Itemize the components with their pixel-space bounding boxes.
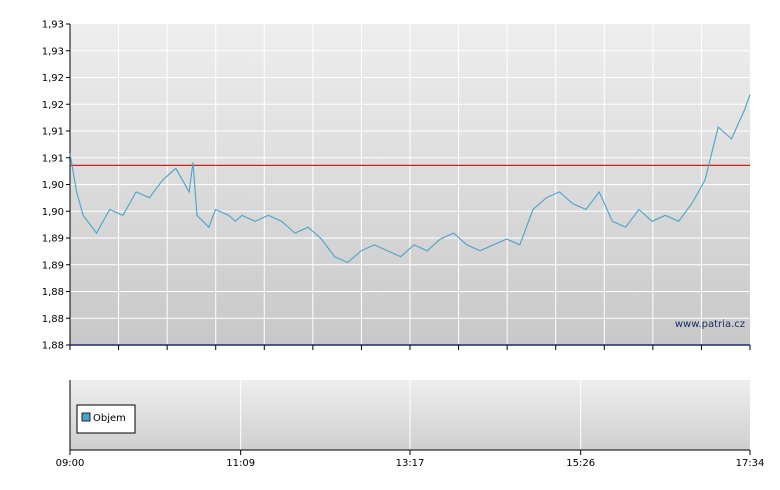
y-tick-label: 1,93 bbox=[42, 46, 64, 57]
y-tick-label: 1,92 bbox=[42, 73, 64, 84]
y-tick-label: 1,88 bbox=[42, 314, 64, 325]
time-tick-label: 17:34 bbox=[736, 458, 765, 469]
time-tick-label: 09:00 bbox=[56, 458, 85, 469]
price-series-line bbox=[69, 94, 751, 264]
time-tick-label: 13:17 bbox=[396, 458, 425, 469]
watermark-text: www.patria.cz bbox=[675, 319, 745, 330]
volume-legend: Objem bbox=[76, 404, 136, 434]
time-axis-labels: 09:00 11:09 13:17 15:26 17:34 bbox=[56, 450, 765, 469]
volume-grid bbox=[240, 380, 582, 450]
y-tick-label: 1,91 bbox=[42, 127, 64, 138]
time-tick-label: 11:09 bbox=[226, 458, 255, 469]
legend-swatch-icon bbox=[81, 412, 91, 422]
y-tick-label: 1,92 bbox=[42, 100, 64, 111]
y-tick-label: 1,88 bbox=[42, 287, 64, 298]
y-tick-label: 1,90 bbox=[42, 207, 64, 218]
y-tick-label: 1,88 bbox=[42, 341, 64, 352]
legend-box bbox=[76, 404, 136, 434]
volume-plot: Objem 09:00 11:09 13:17 15:26 17:34 bbox=[56, 380, 765, 469]
y-tick-label: 1,91 bbox=[42, 153, 64, 164]
legend-label: Objem bbox=[93, 413, 126, 424]
y-tick-label: 1,89 bbox=[42, 234, 64, 245]
time-tick-label: 15:26 bbox=[566, 458, 595, 469]
price-plot: 1,93 1,93 1,92 1,92 1,91 1,91 1,90 1,90 1,89 1,89… bbox=[42, 20, 751, 352]
y-tick-label: 1,90 bbox=[42, 180, 64, 191]
y-axis-ticks: 1,93 1,93 1,92 1,92 1,91 1,91 1,90 1,90 1,89 1,89… bbox=[42, 20, 70, 352]
x-axis-ticks bbox=[69, 345, 751, 350]
y-tick-label: 1,89 bbox=[42, 260, 64, 271]
y-tick-label: 1,93 bbox=[42, 20, 64, 31]
price-grid bbox=[70, 24, 750, 345]
